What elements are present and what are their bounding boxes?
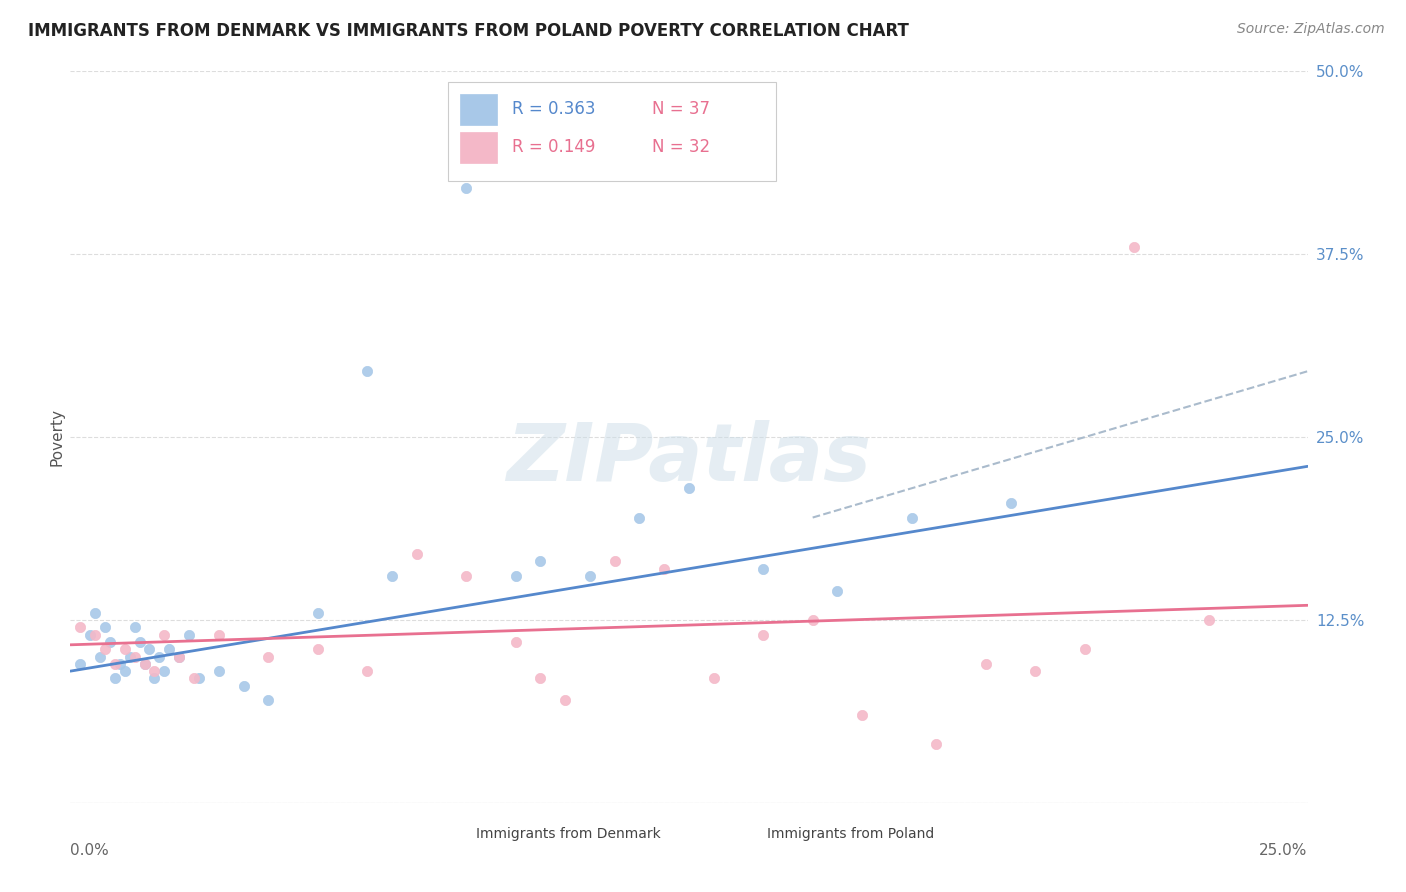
Text: ZIPatlas: ZIPatlas bbox=[506, 420, 872, 498]
Text: R = 0.149: R = 0.149 bbox=[512, 138, 595, 156]
Point bbox=[257, 693, 280, 707]
Point bbox=[153, 664, 176, 678]
Text: 25.0%: 25.0% bbox=[1260, 843, 1308, 858]
Point bbox=[124, 620, 146, 634]
Point bbox=[1074, 642, 1097, 657]
Point bbox=[134, 657, 156, 671]
Point bbox=[208, 627, 231, 641]
Point bbox=[356, 664, 378, 678]
Point bbox=[138, 642, 160, 657]
Point bbox=[381, 569, 404, 583]
Point bbox=[257, 649, 280, 664]
Point bbox=[307, 606, 329, 620]
Point bbox=[456, 569, 478, 583]
Text: 0.0%: 0.0% bbox=[70, 843, 110, 858]
Point bbox=[143, 672, 166, 686]
Point bbox=[84, 606, 107, 620]
Point bbox=[128, 635, 150, 649]
Point bbox=[405, 547, 427, 561]
Point bbox=[603, 554, 626, 568]
Point bbox=[801, 613, 824, 627]
Point bbox=[104, 672, 127, 686]
Point bbox=[1000, 496, 1022, 510]
Point bbox=[703, 672, 725, 686]
Point bbox=[678, 481, 700, 495]
Point bbox=[652, 562, 675, 576]
Point bbox=[79, 627, 101, 641]
Point bbox=[114, 664, 136, 678]
Point bbox=[104, 657, 127, 671]
Point bbox=[157, 642, 180, 657]
Point bbox=[208, 664, 231, 678]
FancyBboxPatch shape bbox=[447, 82, 776, 181]
Point bbox=[974, 657, 997, 671]
Point bbox=[89, 649, 111, 664]
Point bbox=[356, 364, 378, 378]
Point bbox=[505, 635, 527, 649]
Point bbox=[1024, 664, 1046, 678]
Text: N = 37: N = 37 bbox=[652, 101, 710, 119]
FancyBboxPatch shape bbox=[441, 822, 468, 845]
Point bbox=[579, 569, 602, 583]
Point bbox=[505, 569, 527, 583]
Point bbox=[114, 642, 136, 657]
Point bbox=[134, 657, 156, 671]
Point bbox=[118, 649, 141, 664]
Point bbox=[752, 627, 775, 641]
Point bbox=[84, 627, 107, 641]
Text: R = 0.363: R = 0.363 bbox=[512, 101, 596, 119]
FancyBboxPatch shape bbox=[460, 94, 498, 125]
Text: Immigrants from Denmark: Immigrants from Denmark bbox=[477, 827, 661, 840]
Point bbox=[183, 672, 205, 686]
Point bbox=[1123, 240, 1146, 254]
Point bbox=[827, 583, 849, 598]
Point bbox=[188, 672, 211, 686]
Y-axis label: Poverty: Poverty bbox=[49, 408, 65, 467]
Point bbox=[628, 510, 651, 524]
Point bbox=[148, 649, 170, 664]
Point bbox=[925, 737, 948, 751]
Point bbox=[456, 181, 478, 195]
FancyBboxPatch shape bbox=[460, 132, 498, 163]
Point bbox=[1198, 613, 1220, 627]
Point bbox=[554, 693, 576, 707]
Point bbox=[232, 679, 254, 693]
Point bbox=[153, 627, 176, 641]
Point bbox=[900, 510, 922, 524]
Point bbox=[69, 620, 91, 634]
Point bbox=[124, 649, 146, 664]
Text: Immigrants from Poland: Immigrants from Poland bbox=[766, 827, 934, 840]
Point bbox=[94, 642, 117, 657]
Point bbox=[143, 664, 166, 678]
FancyBboxPatch shape bbox=[733, 822, 759, 845]
Point bbox=[529, 554, 551, 568]
Point bbox=[94, 620, 117, 634]
Point bbox=[108, 657, 131, 671]
Point bbox=[851, 708, 873, 723]
Text: IMMIGRANTS FROM DENMARK VS IMMIGRANTS FROM POLAND POVERTY CORRELATION CHART: IMMIGRANTS FROM DENMARK VS IMMIGRANTS FR… bbox=[28, 22, 910, 40]
Point bbox=[167, 649, 190, 664]
Point bbox=[529, 672, 551, 686]
Point bbox=[167, 649, 190, 664]
Point bbox=[177, 627, 200, 641]
Point bbox=[307, 642, 329, 657]
Text: Source: ZipAtlas.com: Source: ZipAtlas.com bbox=[1237, 22, 1385, 37]
Point bbox=[69, 657, 91, 671]
Point bbox=[752, 562, 775, 576]
Point bbox=[98, 635, 121, 649]
Text: N = 32: N = 32 bbox=[652, 138, 710, 156]
